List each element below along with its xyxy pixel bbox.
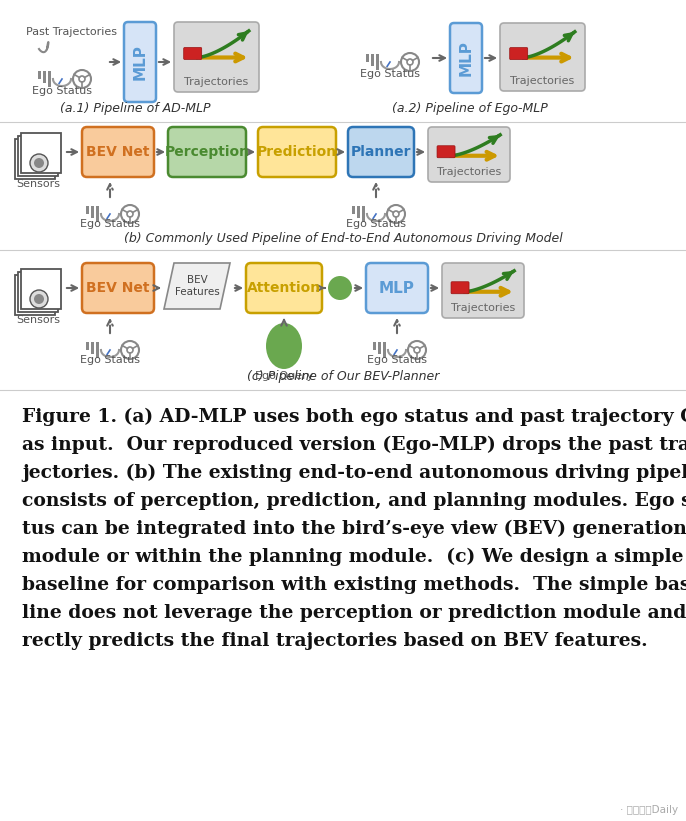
Circle shape: [34, 294, 44, 304]
Bar: [383, 342, 386, 358]
Circle shape: [34, 158, 44, 168]
Bar: [48, 71, 51, 87]
Polygon shape: [164, 263, 230, 309]
FancyBboxPatch shape: [184, 48, 202, 59]
Text: (a.1) Pipeline of AD-MLP: (a.1) Pipeline of AD-MLP: [60, 102, 211, 114]
Text: Ego Status: Ego Status: [367, 355, 427, 365]
Text: Ego Query: Ego Query: [255, 371, 314, 381]
Bar: [376, 54, 379, 70]
Bar: [362, 206, 365, 222]
Bar: [352, 206, 355, 214]
FancyBboxPatch shape: [82, 263, 154, 313]
FancyBboxPatch shape: [18, 136, 58, 176]
Text: Figure 1. (a) AD-MLP uses both ego status and past trajectory GTs: Figure 1. (a) AD-MLP uses both ego statu…: [22, 408, 686, 426]
Text: Ego Status: Ego Status: [32, 86, 92, 96]
FancyBboxPatch shape: [18, 272, 58, 312]
Bar: [371, 54, 374, 66]
Text: Past Trajectories: Past Trajectories: [27, 27, 117, 37]
Bar: [91, 342, 94, 354]
Circle shape: [30, 290, 48, 308]
Bar: [96, 206, 99, 222]
Bar: [378, 342, 381, 354]
FancyBboxPatch shape: [246, 263, 322, 313]
Text: line does not leverage the perception or prediction module and di-: line does not leverage the perception or…: [22, 604, 686, 622]
FancyBboxPatch shape: [258, 127, 336, 177]
Text: Trajectories: Trajectories: [185, 77, 248, 87]
Text: baseline for comparison with existing methods.  The simple base-: baseline for comparison with existing me…: [22, 576, 686, 594]
Text: Trajectories: Trajectories: [510, 76, 575, 86]
FancyBboxPatch shape: [450, 23, 482, 93]
FancyBboxPatch shape: [82, 127, 154, 177]
Bar: [86, 206, 89, 214]
FancyBboxPatch shape: [15, 275, 55, 315]
Text: MLP: MLP: [458, 40, 473, 76]
Text: as input.  Our reproduced version (Ego-MLP) drops the past tra-: as input. Our reproduced version (Ego-ML…: [22, 436, 686, 454]
Text: Sensors: Sensors: [16, 179, 60, 189]
Text: Sensors: Sensors: [16, 315, 60, 325]
Bar: [357, 206, 360, 218]
Text: consists of perception, prediction, and planning modules. Ego sta-: consists of perception, prediction, and …: [22, 492, 686, 510]
FancyBboxPatch shape: [21, 269, 61, 309]
Bar: [91, 206, 94, 218]
Text: MLP: MLP: [379, 281, 415, 296]
Text: Perception: Perception: [165, 145, 250, 159]
FancyBboxPatch shape: [21, 133, 61, 173]
Bar: [86, 342, 89, 350]
Text: (a.2) Pipeline of Ego-MLP: (a.2) Pipeline of Ego-MLP: [392, 102, 548, 114]
Text: BEV Net: BEV Net: [86, 145, 150, 159]
FancyBboxPatch shape: [15, 139, 55, 179]
Text: tus can be integrated into the bird’s-eye view (BEV) generation: tus can be integrated into the bird’s-ey…: [22, 520, 686, 539]
Text: (b) Commonly Used Pipeline of End-to-End Autonomous Driving Model: (b) Commonly Used Pipeline of End-to-End…: [123, 232, 563, 245]
FancyBboxPatch shape: [510, 48, 528, 60]
Text: jectories. (b) The existing end-to-end autonomous driving pipeline: jectories. (b) The existing end-to-end a…: [22, 464, 686, 482]
Bar: [38, 71, 41, 79]
Text: Ego Status: Ego Status: [80, 219, 140, 229]
Text: BEV Net: BEV Net: [86, 281, 150, 295]
FancyBboxPatch shape: [174, 22, 259, 92]
Text: Planner: Planner: [351, 145, 411, 159]
Bar: [373, 342, 376, 350]
Text: Trajectories: Trajectories: [437, 167, 501, 177]
FancyBboxPatch shape: [500, 23, 585, 91]
FancyBboxPatch shape: [348, 127, 414, 177]
FancyBboxPatch shape: [442, 263, 524, 318]
FancyBboxPatch shape: [366, 263, 428, 313]
Text: Prediction: Prediction: [257, 145, 337, 159]
FancyBboxPatch shape: [428, 127, 510, 182]
Text: MLP: MLP: [132, 44, 147, 80]
Text: Trajectories: Trajectories: [451, 303, 515, 313]
Text: Ego Status: Ego Status: [80, 355, 140, 365]
Bar: [96, 342, 99, 358]
FancyBboxPatch shape: [451, 282, 469, 294]
Text: (c) Pipeline of Our BEV-Planner: (c) Pipeline of Our BEV-Planner: [247, 369, 439, 383]
Bar: [366, 54, 369, 62]
FancyBboxPatch shape: [124, 22, 156, 102]
Circle shape: [30, 154, 48, 172]
Text: · 自动驾驶Daily: · 自动驾驶Daily: [620, 805, 678, 815]
Text: BEV
Features: BEV Features: [175, 275, 220, 297]
Text: Attention: Attention: [247, 281, 321, 295]
FancyBboxPatch shape: [437, 146, 455, 158]
Ellipse shape: [266, 323, 302, 369]
FancyBboxPatch shape: [168, 127, 246, 177]
Text: Ego Status: Ego Status: [360, 69, 420, 79]
Circle shape: [328, 276, 352, 300]
Text: rectly predicts the final trajectories based on BEV features.: rectly predicts the final trajectories b…: [22, 632, 648, 650]
Bar: [43, 71, 46, 83]
Text: module or within the planning module.  (c) We design a simple: module or within the planning module. (c…: [22, 548, 683, 566]
Text: Ego Status: Ego Status: [346, 219, 406, 229]
